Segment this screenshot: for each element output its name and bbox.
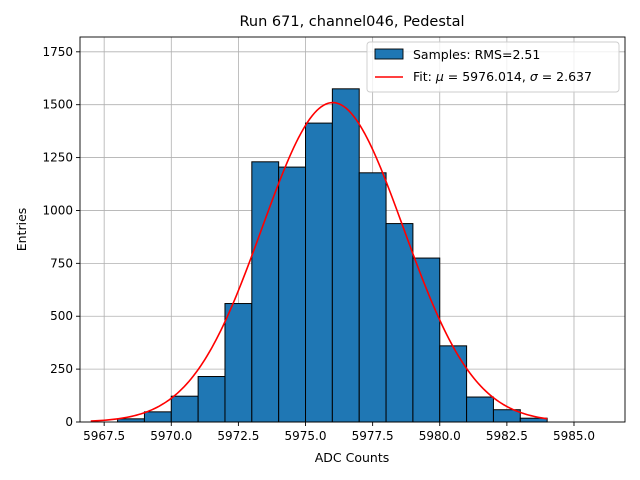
histogram-bar — [117, 418, 145, 423]
y-axis-label: Entries — [14, 208, 29, 252]
histogram-bars — [117, 88, 548, 423]
x-tick-label: 5975.0 — [285, 429, 327, 443]
histogram-bar — [412, 257, 441, 423]
histogram-bar — [224, 303, 253, 423]
histogram-bar — [143, 411, 172, 423]
y-tick-label: 1750 — [42, 45, 73, 59]
plot-frame — [79, 36, 626, 423]
histogram-bar — [278, 166, 307, 423]
x-tick-label: 5970.0 — [150, 429, 192, 443]
y-tick-label: 1000 — [42, 203, 73, 217]
histogram-bar — [331, 88, 360, 423]
y-tick-label: 1250 — [42, 151, 73, 165]
histogram-bar — [358, 172, 387, 423]
legend: Samples: RMS=2.51 Fit: μ = 5976.014, σ =… — [366, 41, 620, 93]
y-tick-label: 0 — [65, 415, 73, 429]
histogram-bar — [439, 345, 468, 423]
legend-samples-patch — [374, 48, 404, 60]
histogram-bar — [197, 376, 226, 423]
legend-box — [366, 41, 620, 93]
chart-title: Run 671, channel046, Pedestal — [239, 14, 464, 30]
x-axis-label: ADC Counts — [315, 450, 390, 465]
histogram-bar — [466, 396, 494, 423]
fit-curve — [90, 101, 548, 422]
histogram-bar — [305, 122, 333, 423]
histogram-bar — [385, 223, 414, 423]
y-tick-label: 1500 — [42, 98, 73, 112]
x-axis-ticks: 5967.5 5970.0 5972.5 5975.0 5977.5 5980.0 5982… — [83, 422, 595, 443]
x-tick-label: 5977.5 — [352, 429, 394, 443]
legend-samples-label: Samples: RMS=2.51 — [413, 47, 540, 62]
x-tick-label: 5985.0 — [553, 429, 595, 443]
y-axis-ticks: 0 250 500 750 1000 1250 1500 1750 — [42, 45, 80, 429]
histogram-bar — [251, 161, 280, 423]
x-tick-label: 5967.5 — [83, 429, 125, 443]
legend-fit-label: Fit: μ = 5976.014, σ = 2.637 — [413, 69, 592, 84]
x-tick-label: 5972.5 — [217, 429, 259, 443]
y-tick-label: 250 — [50, 362, 73, 376]
histogram-bar — [170, 395, 199, 423]
x-tick-label: 5980.0 — [419, 429, 461, 443]
y-tick-label: 750 — [50, 256, 73, 270]
y-tick-label: 500 — [50, 309, 73, 323]
x-tick-label: 5982.5 — [486, 429, 528, 443]
